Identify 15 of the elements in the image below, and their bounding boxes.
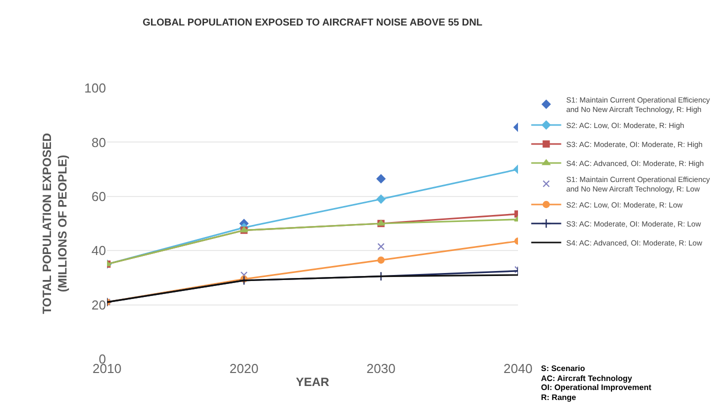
x-tick-label: 2030 (366, 361, 396, 376)
text: OI: Operational Improvement (541, 383, 652, 392)
y-tick-label: 40 (92, 243, 106, 258)
y-axis-title: TOTAL POPULATION EXPOSED (MILLIONS OF PEOPLE) (40, 132, 70, 314)
y-tick-label: 20 (92, 297, 106, 312)
y-tick-label: 60 (92, 188, 106, 204)
text: R: Range (541, 393, 577, 402)
y-tick-label: 100 (84, 80, 106, 96)
x-axis-title: YEAR (296, 374, 330, 389)
x-tick-label: 2020 (230, 361, 258, 376)
chart-title: GLOBAL POPULATION EXPOSED TO AIRCRAFT NOISE ABOVE 55 DNL (142, 18, 482, 29)
y-tick-label: 80 (92, 134, 106, 150)
x-tick-label: 2040 (504, 361, 532, 376)
text: S: Scenario (541, 364, 586, 373)
text: AC: Aircraft Technology (541, 374, 633, 383)
